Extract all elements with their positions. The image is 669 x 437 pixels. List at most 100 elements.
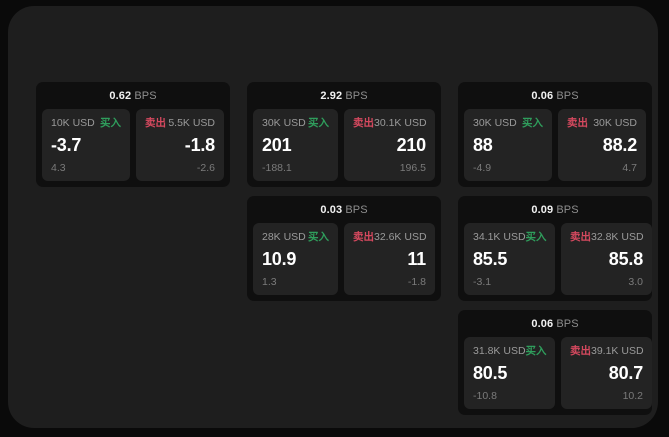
- sell-size-label: 5.5K USD: [168, 117, 215, 129]
- bps-value: 0.03: [320, 204, 343, 216]
- sell-price-value: 80.7: [608, 363, 643, 383]
- sell-panel-header: 卖出 30.1K USD: [353, 117, 427, 129]
- bps-unit: BPS: [345, 204, 368, 216]
- bps-value: 0.06: [531, 318, 554, 330]
- quote-card[interactable]: 2.92 BPS 30K USD 买入 201 -188.1 卖出: [247, 82, 441, 187]
- sell-sub-value: -1.8: [407, 276, 426, 288]
- card-panels: 31.8K USD 买入 80.5 -10.8 卖出 39.1K USD 80.…: [464, 337, 652, 409]
- buy-panel[interactable]: 28K USD 买入 10.9 1.3: [253, 223, 338, 295]
- buy-panel-header: 31.8K USD 买入: [473, 345, 547, 357]
- buy-price-value: 85.5: [473, 249, 508, 269]
- buy-panel[interactable]: 30K USD 买入 201 -188.1: [253, 109, 338, 181]
- sell-price-value: 210: [396, 135, 427, 155]
- bps-unit: BPS: [556, 318, 579, 330]
- sell-sub-value: 10.2: [622, 390, 643, 402]
- card-header: 2.92 BPS: [253, 89, 435, 109]
- buy-panel-header: 30K USD 买入: [473, 117, 543, 129]
- sell-panel-header: 卖出 5.5K USD: [145, 117, 215, 129]
- buy-size-label: 34.1K USD: [473, 231, 526, 243]
- card-header: 0.03 BPS: [253, 203, 435, 223]
- sell-size-label: 32.8K USD: [591, 231, 644, 243]
- sell-sub-value: -2.6: [196, 162, 215, 174]
- quote-column-2: 2.92 BPS 30K USD 买入 201 -188.1 卖出: [247, 82, 441, 301]
- sell-panel-header: 卖出 32.8K USD: [570, 231, 644, 243]
- buy-size-label: 28K USD: [262, 231, 306, 243]
- sell-size-label: 30.1K USD: [374, 117, 427, 129]
- quote-card[interactable]: 0.06 BPS 31.8K USD 买入 80.5 -10.8 卖: [458, 310, 652, 415]
- card-header: 0.06 BPS: [464, 89, 646, 109]
- sell-sub-value: 196.5: [399, 162, 426, 174]
- sell-sub-value: 4.7: [622, 162, 637, 174]
- quote-card[interactable]: 0.09 BPS 34.1K USD 买入 85.5 -3.1 卖出: [458, 196, 652, 301]
- buy-panel-header: 34.1K USD 买入: [473, 231, 547, 243]
- card-header: 0.09 BPS: [464, 203, 646, 223]
- buy-panel[interactable]: 31.8K USD 买入 80.5 -10.8: [464, 337, 555, 409]
- sell-panel[interactable]: 卖出 5.5K USD -1.8 -2.6: [136, 109, 224, 181]
- buy-price-value: 88: [473, 135, 493, 155]
- bps-unit: BPS: [134, 90, 157, 102]
- sell-size-label: 32.6K USD: [374, 231, 427, 243]
- sell-panel[interactable]: 卖出 32.6K USD 11 -1.8: [344, 223, 435, 295]
- quote-card[interactable]: 0.06 BPS 30K USD 买入 88 -4.9 卖出: [458, 82, 652, 187]
- sell-side-label: 卖出: [353, 117, 374, 129]
- quote-column-3: 0.06 BPS 30K USD 买入 88 -4.9 卖出: [458, 82, 652, 415]
- buy-side-label: 买入: [525, 345, 547, 357]
- buy-sub-value: -4.9: [473, 162, 492, 174]
- buy-price-value: 201: [262, 135, 292, 155]
- bps-value: 2.92: [320, 90, 343, 102]
- sell-price-value: 85.8: [608, 249, 643, 269]
- sell-size-label: 39.1K USD: [591, 345, 644, 357]
- buy-side-label: 买入: [308, 117, 329, 129]
- sell-price-value: 11: [407, 249, 426, 269]
- sell-size-label: 30K USD: [593, 117, 637, 129]
- bps-value: 0.62: [109, 90, 132, 102]
- card-header: 0.62 BPS: [42, 89, 224, 109]
- sell-side-label: 卖出: [570, 231, 591, 243]
- buy-panel[interactable]: 30K USD 买入 88 -4.9: [464, 109, 552, 181]
- buy-panel-header: 28K USD 买入: [262, 231, 329, 243]
- buy-size-label: 30K USD: [262, 117, 306, 129]
- sell-side-label: 卖出: [567, 117, 588, 129]
- buy-panel-header: 30K USD 买入: [262, 117, 329, 129]
- sell-panel-header: 卖出 39.1K USD: [570, 345, 644, 357]
- quote-column-1: 0.62 BPS 10K USD 买入 -3.7 4.3 卖出: [36, 82, 230, 187]
- buy-sub-value: -188.1: [262, 162, 292, 174]
- buy-side-label: 买入: [522, 117, 543, 129]
- sell-panel[interactable]: 卖出 30.1K USD 210 196.5: [344, 109, 435, 181]
- buy-price-value: -3.7: [51, 135, 82, 155]
- bps-unit: BPS: [556, 204, 579, 216]
- sell-panel[interactable]: 卖出 39.1K USD 80.7 10.2: [561, 337, 652, 409]
- buy-side-label: 买入: [525, 231, 547, 243]
- buy-sub-value: 4.3: [51, 162, 66, 174]
- buy-sub-value: -3.1: [473, 276, 492, 288]
- card-panels: 10K USD 买入 -3.7 4.3 卖出 5.5K USD -1.8 -2.…: [42, 109, 224, 181]
- buy-panel[interactable]: 34.1K USD 买入 85.5 -3.1: [464, 223, 555, 295]
- bps-unit: BPS: [345, 90, 368, 102]
- buy-price-value: 10.9: [262, 249, 297, 269]
- app-container: 0.62 BPS 10K USD 买入 -3.7 4.3 卖出: [8, 6, 658, 428]
- card-header: 0.06 BPS: [464, 317, 646, 337]
- card-panels: 34.1K USD 买入 85.5 -3.1 卖出 32.8K USD 85.8…: [464, 223, 652, 295]
- sell-panel-header: 卖出 32.6K USD: [353, 231, 427, 243]
- buy-side-label: 买入: [308, 231, 329, 243]
- quote-card[interactable]: 0.03 BPS 28K USD 买入 10.9 1.3 卖出: [247, 196, 441, 301]
- bps-value: 0.06: [531, 90, 554, 102]
- sell-panel-header: 卖出 30K USD: [567, 117, 637, 129]
- sell-sub-value: 3.0: [628, 276, 643, 288]
- sell-price-value: 88.2: [602, 135, 637, 155]
- sell-side-label: 卖出: [570, 345, 591, 357]
- buy-size-label: 10K USD: [51, 117, 95, 129]
- bps-value: 0.09: [531, 204, 554, 216]
- sell-side-label: 卖出: [145, 117, 166, 129]
- quote-card[interactable]: 0.62 BPS 10K USD 买入 -3.7 4.3 卖出: [36, 82, 230, 187]
- buy-sub-value: -10.8: [473, 390, 497, 402]
- buy-panel-header: 10K USD 买入: [51, 117, 121, 129]
- quote-card-grid: 0.62 BPS 10K USD 买入 -3.7 4.3 卖出: [36, 82, 652, 415]
- buy-panel[interactable]: 10K USD 买入 -3.7 4.3: [42, 109, 130, 181]
- sell-side-label: 卖出: [353, 231, 374, 243]
- sell-panel[interactable]: 卖出 32.8K USD 85.8 3.0: [561, 223, 652, 295]
- sell-panel[interactable]: 卖出 30K USD 88.2 4.7: [558, 109, 646, 181]
- sell-price-value: -1.8: [184, 135, 215, 155]
- buy-price-value: 80.5: [473, 363, 508, 383]
- buy-size-label: 31.8K USD: [473, 345, 526, 357]
